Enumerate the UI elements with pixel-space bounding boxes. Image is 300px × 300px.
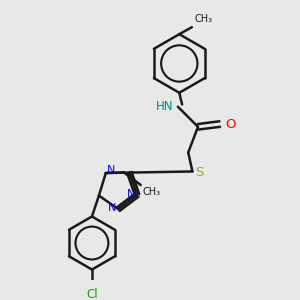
- Text: HN: HN: [156, 100, 174, 113]
- Text: CH₃: CH₃: [195, 14, 213, 24]
- Text: N: N: [127, 188, 135, 199]
- Text: S: S: [195, 167, 204, 179]
- Text: N: N: [108, 203, 116, 213]
- Text: N: N: [107, 165, 116, 175]
- Text: O: O: [225, 118, 235, 130]
- Text: Cl: Cl: [86, 288, 98, 300]
- Text: CH₃: CH₃: [143, 187, 161, 197]
